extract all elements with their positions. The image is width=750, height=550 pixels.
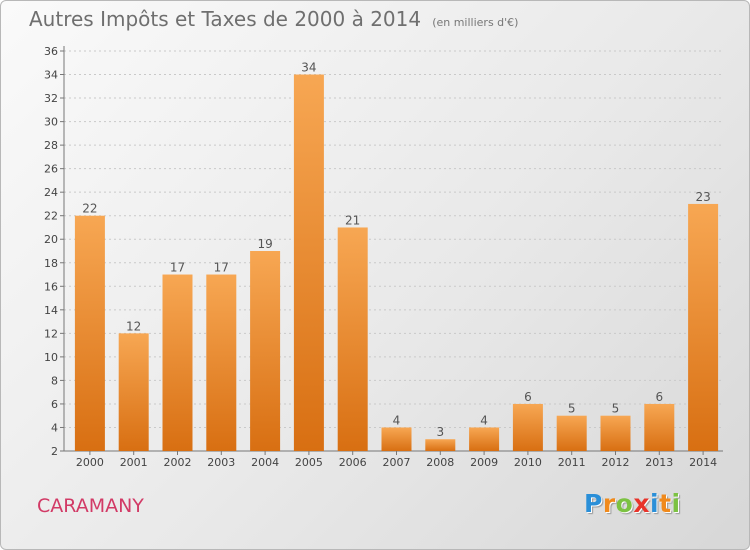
- bar-2000: [74, 215, 105, 451]
- proxiti-logo: Proxiti: [584, 489, 681, 518]
- data-label: 17: [170, 261, 185, 275]
- y-tick-label: 36: [44, 45, 58, 58]
- x-tick-label: 2004: [251, 456, 279, 469]
- data-label: 4: [393, 413, 401, 427]
- y-tick-label: 8: [51, 374, 58, 387]
- bar-2001: [118, 333, 149, 451]
- y-tick-label: 12: [44, 327, 58, 340]
- data-label: 5: [568, 402, 576, 416]
- data-label: 6: [655, 390, 663, 404]
- x-tick-label: 2008: [426, 456, 454, 469]
- bar-2011: [556, 415, 587, 451]
- bar-2004: [250, 251, 281, 451]
- bar-2005: [293, 74, 324, 451]
- bar-2003: [206, 274, 237, 451]
- data-label: 23: [695, 190, 710, 204]
- y-tick-label: 4: [51, 421, 58, 434]
- x-tick-label: 2000: [76, 456, 104, 469]
- logo-letter: o: [615, 489, 634, 518]
- logo-letter: i: [671, 489, 681, 518]
- data-label: 5: [612, 402, 620, 416]
- x-tick-label: 2006: [339, 456, 367, 469]
- x-tick-label: 2007: [383, 456, 411, 469]
- commune-name: CARAMANY: [37, 495, 144, 517]
- x-tick-label: 2012: [602, 456, 630, 469]
- data-label: 22: [82, 202, 97, 216]
- chart-title: Autres Impôts et Taxes de 2000 à 2014: [29, 7, 422, 31]
- y-tick-label: 34: [44, 69, 58, 82]
- y-tick-label: 22: [44, 210, 58, 223]
- y-tick-label: 18: [44, 257, 58, 270]
- y-tick-label: 20: [44, 233, 58, 246]
- x-tick-label: 2005: [295, 456, 323, 469]
- data-label: 6: [524, 390, 532, 404]
- data-label: 17: [214, 261, 229, 275]
- y-tick-label: 2: [51, 445, 58, 458]
- x-tick-label: 2011: [558, 456, 586, 469]
- x-tick-label: 2003: [207, 456, 235, 469]
- bar-2008: [425, 439, 456, 451]
- logo-letter: P: [584, 489, 603, 518]
- x-tick-label: 2001: [120, 456, 148, 469]
- bar-2013: [644, 403, 675, 451]
- logo-letter: t: [659, 489, 672, 518]
- data-label: 19: [257, 237, 272, 251]
- bar-2002: [162, 274, 193, 451]
- bar-2007: [381, 427, 412, 451]
- y-tick-label: 6: [51, 398, 58, 411]
- logo-letter: r: [602, 489, 616, 518]
- bar-2010: [512, 403, 543, 451]
- y-tick-label: 30: [44, 116, 58, 129]
- data-label: 3: [436, 425, 444, 439]
- bar-2012: [600, 415, 631, 451]
- bar-2006: [337, 227, 368, 451]
- x-tick-label: 2009: [470, 456, 498, 469]
- y-tick-label: 26: [44, 163, 58, 176]
- y-tick-label: 14: [44, 304, 58, 317]
- logo-letter: i: [650, 489, 660, 518]
- logo-letter: x: [633, 489, 650, 518]
- unit-note: (en milliers d'€): [432, 16, 519, 29]
- bar-2009: [469, 427, 500, 451]
- bar-2014: [688, 203, 719, 451]
- chart-title-line: Autres Impôts et Taxes de 2000 à 2014 (e…: [29, 7, 518, 31]
- y-tick-label: 28: [44, 139, 58, 152]
- y-tick-label: 32: [44, 92, 58, 105]
- data-label: 12: [126, 319, 141, 333]
- x-tick-label: 2013: [645, 456, 673, 469]
- data-label: 21: [345, 213, 360, 227]
- y-tick-label: 24: [44, 186, 58, 199]
- data-label: 34: [301, 61, 316, 75]
- data-label: 4: [480, 413, 488, 427]
- x-tick-label: 2014: [689, 456, 717, 469]
- x-tick-label: 2010: [514, 456, 542, 469]
- y-tick-label: 10: [44, 351, 58, 364]
- y-tick-label: 16: [44, 280, 58, 293]
- x-tick-label: 2002: [164, 456, 192, 469]
